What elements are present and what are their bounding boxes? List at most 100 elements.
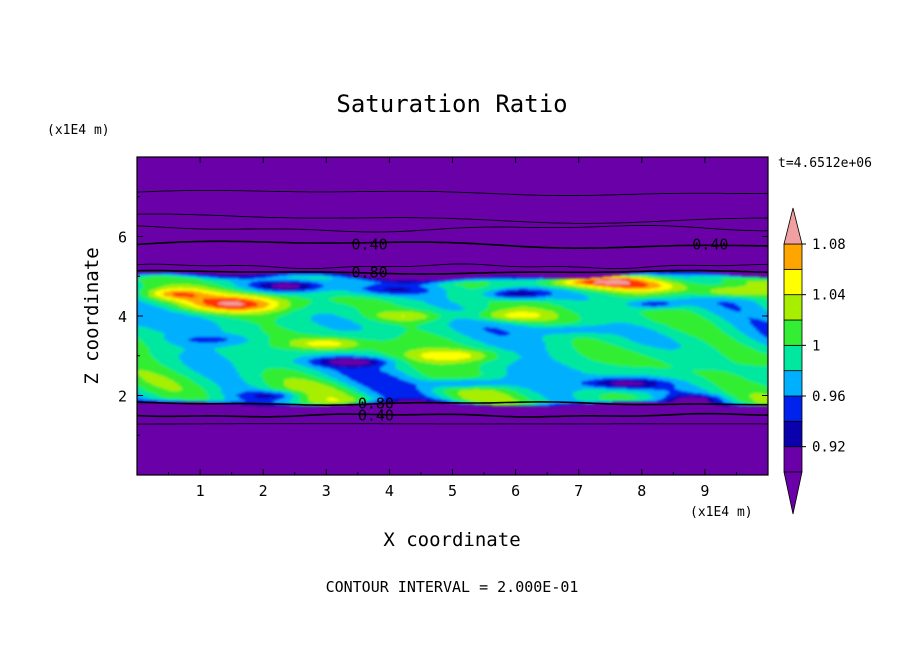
field-cell [185, 400, 210, 402]
colorbar-bin [783, 294, 803, 321]
field-cell [275, 300, 288, 303]
field-cell [311, 286, 324, 289]
field-cell [137, 397, 150, 399]
field-cell [329, 365, 372, 367]
field-cell [692, 305, 724, 308]
field-cell [443, 336, 472, 339]
field-cell [164, 335, 243, 338]
field-cell [704, 341, 739, 344]
field-cell [719, 304, 739, 307]
field-cell [281, 389, 294, 391]
field-cell [137, 340, 144, 343]
field-cell [380, 395, 427, 397]
field-cell [524, 295, 547, 298]
field-cell [155, 329, 222, 332]
field-cell [698, 375, 739, 377]
field-cell [503, 293, 538, 296]
field-cell [563, 306, 637, 309]
field-cell [173, 370, 195, 372]
field-cell [542, 395, 574, 397]
field-cell [521, 356, 553, 359]
field-cell [377, 400, 387, 402]
colorbar-tick-label: 1.04 [812, 288, 846, 304]
field-cell [137, 319, 210, 322]
field-cell [251, 385, 270, 387]
field-cell [320, 287, 363, 290]
field-cell [371, 399, 381, 401]
field-cell [152, 328, 222, 331]
field-cell [722, 389, 768, 391]
field-cell [464, 278, 514, 281]
field-cell [284, 314, 315, 317]
field-cell [347, 395, 360, 397]
field-cell [527, 306, 565, 309]
field-cell [422, 300, 451, 303]
field-cell [245, 303, 258, 306]
field-cell [485, 309, 502, 312]
field-cell [371, 390, 421, 392]
field-cell [152, 398, 180, 400]
field-cell [137, 308, 165, 311]
field-cell [176, 300, 189, 303]
field-cell [356, 381, 409, 383]
field-cell [368, 280, 381, 283]
field-cell [410, 307, 442, 310]
field-cell [158, 400, 186, 402]
field-cell [677, 395, 703, 397]
field-cell [356, 307, 412, 310]
field-cell [515, 321, 577, 324]
field-cell [455, 399, 469, 401]
field-cell [764, 308, 768, 311]
field-cell [650, 356, 727, 359]
field-cell [137, 284, 144, 287]
field-cell [164, 291, 201, 294]
field-cell [731, 323, 751, 326]
field-cell [491, 276, 520, 279]
field-cell [602, 378, 649, 380]
field-cell [260, 388, 276, 390]
field-cell [335, 355, 354, 358]
field-cell [137, 336, 165, 339]
field-cell [497, 291, 511, 294]
field-cell [311, 284, 324, 287]
field-cell [353, 391, 363, 393]
field-cell [350, 305, 403, 308]
field-cell [299, 395, 309, 397]
field-cell [608, 393, 619, 395]
field-cell [545, 342, 574, 345]
field-cell [380, 282, 400, 285]
field-cell [446, 337, 472, 340]
field-cell [137, 382, 150, 384]
field-cell [704, 317, 724, 320]
field-cell [269, 312, 291, 315]
field-cell [458, 392, 502, 394]
field-cell [686, 288, 718, 291]
field-cell [377, 393, 424, 395]
field-cell [386, 363, 397, 365]
field-cell [323, 359, 339, 361]
field-cell [689, 334, 730, 337]
field-cell [137, 294, 141, 297]
contour-line [137, 263, 768, 270]
field-cell [272, 345, 297, 348]
field-cell [191, 340, 225, 343]
field-cell [509, 323, 544, 326]
field-cell [311, 317, 345, 320]
field-cell [338, 315, 363, 318]
field-cell [722, 305, 739, 308]
field-cell [743, 333, 763, 336]
field-cell [164, 285, 201, 288]
field-cell [557, 316, 580, 319]
field-cell [380, 370, 400, 372]
field-cell [308, 287, 321, 290]
field-cell [308, 361, 321, 363]
field-cell [479, 403, 496, 405]
field-cell [740, 308, 766, 311]
field-cell [272, 311, 291, 314]
field-cell [515, 351, 550, 354]
field-cell [605, 385, 658, 387]
field-cell [293, 360, 309, 362]
field-cell [188, 377, 207, 379]
field-cell [290, 399, 300, 401]
field-cell [287, 274, 324, 277]
